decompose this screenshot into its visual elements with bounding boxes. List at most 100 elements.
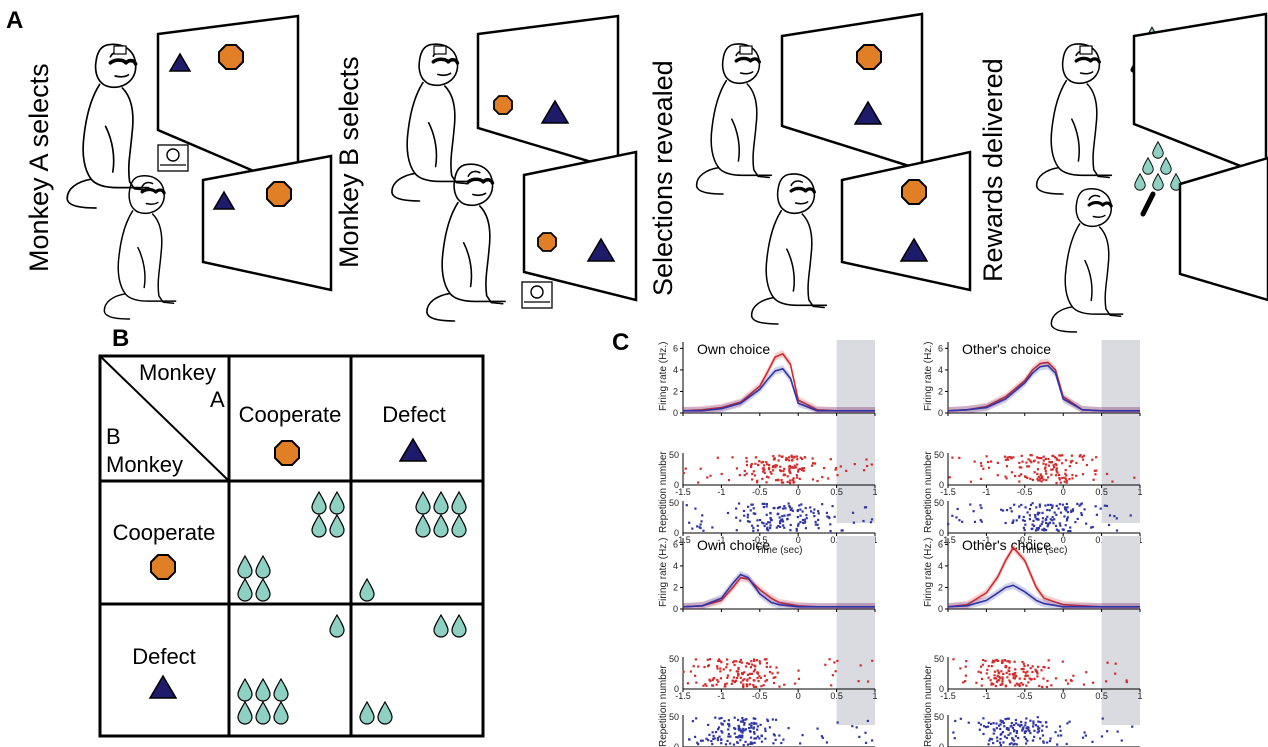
spike-dot	[862, 469, 866, 472]
spike-dot	[782, 507, 785, 510]
spike-dot	[987, 466, 991, 469]
spike-dot	[734, 679, 738, 682]
spike-dot	[725, 658, 729, 661]
spike-dot	[813, 515, 816, 518]
spike-dot	[702, 684, 705, 687]
spike-dot	[1071, 508, 1075, 511]
spike-dot	[754, 717, 757, 720]
spike-dot	[749, 730, 752, 733]
spike-dot	[956, 507, 959, 511]
spike-dot	[992, 732, 995, 735]
spike-dot	[1064, 524, 1067, 527]
spike-dot	[708, 658, 712, 661]
spike-dot	[728, 725, 731, 728]
spike-dot	[785, 456, 788, 460]
spike-dot	[1106, 730, 1109, 733]
spike-dot	[991, 659, 995, 662]
water-drop-icon	[1160, 157, 1172, 175]
spike-dot	[1095, 513, 1099, 516]
spike-dot	[1010, 721, 1013, 725]
spike-dot	[1037, 720, 1040, 723]
spike-dot	[741, 729, 744, 732]
spike-dot	[975, 681, 978, 684]
rate-tick-label: 2	[938, 582, 943, 592]
monkey-a-drawing	[390, 42, 472, 203]
spike-dot	[760, 734, 763, 737]
water-drop-icon	[1134, 173, 1146, 191]
spike-dot	[1001, 676, 1004, 679]
spike-dot	[1028, 729, 1031, 733]
spike-dot	[1011, 726, 1015, 730]
spike-dot	[750, 660, 753, 663]
spike-dot	[752, 526, 755, 530]
spike-dot	[1058, 725, 1062, 728]
spike-dot	[1022, 526, 1026, 529]
spike-dot	[999, 737, 1002, 741]
spike-dot	[763, 658, 766, 661]
spike-dot	[817, 512, 820, 515]
spike-dot	[797, 522, 800, 525]
spike-dot	[1015, 743, 1018, 746]
spike-dot	[1078, 455, 1081, 458]
spike-dot	[1030, 461, 1033, 464]
spike-dot	[1011, 672, 1014, 676]
spike-dot	[764, 729, 767, 733]
water-drop-icon	[311, 491, 327, 515]
spike-dot	[1080, 502, 1083, 505]
spike-dot	[788, 471, 792, 474]
spike-dot	[729, 742, 732, 745]
spike-dot	[1047, 666, 1050, 669]
spike-dot	[738, 474, 741, 477]
spike-dot	[781, 520, 785, 523]
spike-dot	[1007, 733, 1010, 737]
spike-dot	[757, 463, 760, 467]
corner-monkey-bottom: Monkey	[106, 452, 183, 477]
spike-dot	[720, 472, 723, 476]
spike-dot	[729, 735, 732, 738]
spike-dot	[1037, 528, 1040, 531]
spike-dot	[1025, 717, 1028, 720]
spike-dot	[1020, 454, 1023, 457]
spike-dot	[1023, 677, 1026, 681]
spike-dot	[1034, 514, 1037, 517]
rate-axis-label: Firing rate (Hz.)	[923, 538, 934, 607]
water-drop-icon	[255, 578, 271, 602]
spike-dot	[710, 740, 713, 743]
x-tick-label: -0.5	[1017, 691, 1033, 701]
spike-dot	[789, 508, 792, 512]
spike-dot	[1039, 474, 1042, 477]
spike-dot	[768, 521, 771, 524]
spike-dot	[763, 502, 766, 505]
spike-dot	[1046, 508, 1049, 512]
spike-dot	[762, 460, 765, 464]
spike-dot	[793, 682, 797, 685]
spike-dot	[1031, 725, 1035, 728]
spike-dot	[742, 685, 745, 689]
spike-dot	[823, 467, 826, 470]
spike-dot	[1001, 509, 1005, 512]
head-implant-icon	[739, 45, 753, 55]
spike-dot	[753, 679, 756, 682]
spike-dot	[746, 743, 750, 746]
spike-dot	[740, 661, 744, 664]
spike-dot	[745, 683, 748, 686]
spike-dot	[766, 718, 769, 721]
spike-dot	[995, 658, 998, 662]
x-tick-label: -1.5	[940, 691, 956, 701]
stage-monkey-a-selects: Monkey A selects	[24, 14, 333, 321]
neural-plot-3: Own choice 0 2 4 6 Firing rate (Hz.) 0 50 -1.5 -1…	[658, 536, 878, 747]
spike-dot	[840, 529, 843, 532]
spike-dot	[1027, 681, 1030, 684]
spike-dot	[1018, 515, 1021, 518]
spike-dot	[1070, 679, 1073, 683]
spike-dot	[1030, 454, 1033, 457]
spike-dot	[989, 737, 992, 740]
x-tick-label: -0.5	[1017, 535, 1033, 545]
spike-dot	[787, 727, 790, 730]
spike-dot	[1037, 518, 1040, 521]
spike-dot	[737, 502, 741, 505]
spike-dot	[1039, 473, 1042, 476]
rate-tick-label: 6	[938, 539, 943, 549]
spike-dot	[996, 674, 999, 678]
spike-dot	[1069, 529, 1072, 533]
